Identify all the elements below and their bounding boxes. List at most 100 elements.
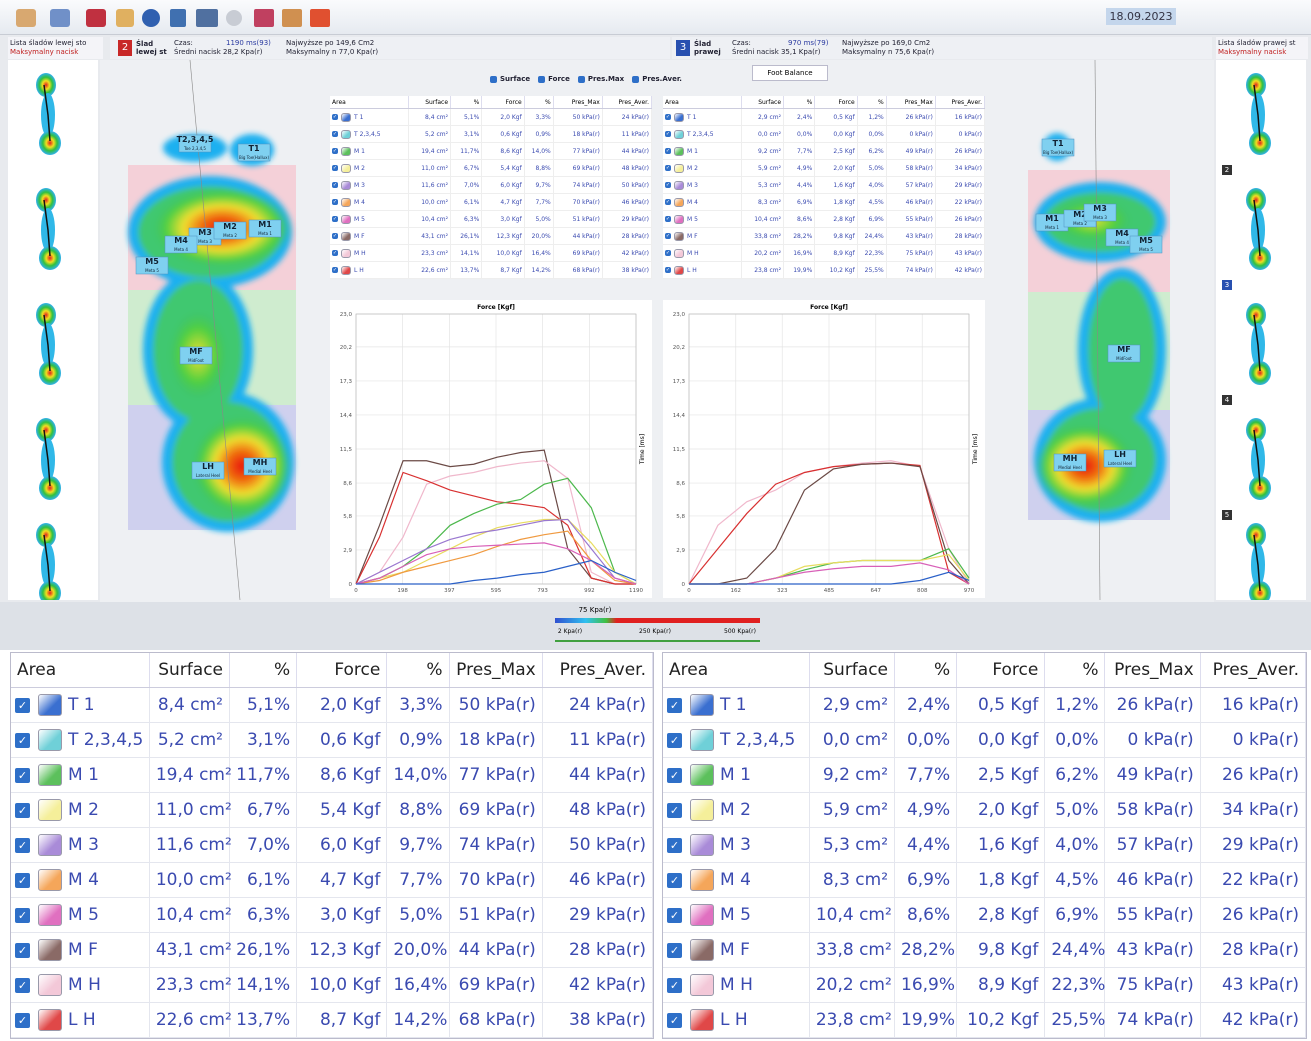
thumbnail-number[interactable]: 2	[1222, 165, 1232, 175]
tool-button[interactable]	[86, 9, 106, 27]
thumbnail-number[interactable]: 3	[1222, 280, 1232, 290]
checkbox[interactable]: ✓	[667, 698, 682, 713]
checkbox[interactable]: ✓	[665, 165, 671, 171]
time-value: 1190 ms(93)	[226, 39, 271, 47]
tool-button[interactable]	[142, 9, 160, 27]
table-cell: 34 kPa(r)	[1200, 793, 1305, 828]
table-cell: 50 kPa(r)	[542, 828, 652, 863]
checkbox[interactable]: ✓	[332, 114, 338, 120]
table-cell: 8,4 cm²	[408, 109, 450, 126]
thumbnail-number[interactable]: 4	[1222, 395, 1232, 405]
checkbox[interactable]: ✓	[665, 233, 671, 239]
table-cell: 29 kPa(r)	[542, 898, 652, 933]
tool-button[interactable]	[116, 9, 134, 27]
tool-button[interactable]	[310, 9, 330, 27]
table-cell: 9,2 cm²	[809, 758, 894, 793]
checkbox[interactable]: ✓	[667, 838, 682, 853]
thumbnail-number[interactable]: 5	[1222, 510, 1232, 520]
tool-button[interactable]	[50, 9, 70, 27]
checkbox[interactable]: ✓	[665, 267, 671, 273]
checkbox[interactable]	[632, 76, 639, 83]
scale-mid: 250 Kpa(r)	[639, 628, 671, 635]
checkbox[interactable]: ✓	[667, 1013, 682, 1028]
checkbox[interactable]: ✓	[665, 182, 671, 188]
checkbox[interactable]	[538, 76, 545, 83]
checkbox[interactable]	[490, 76, 497, 83]
checkbox[interactable]: ✓	[665, 148, 671, 154]
option-checkbox[interactable]: Force	[538, 75, 570, 83]
tool-button[interactable]	[226, 10, 242, 26]
checkbox[interactable]: ✓	[332, 148, 338, 154]
checkbox[interactable]: ✓	[15, 698, 30, 713]
table-cell: 25,5%	[857, 262, 886, 279]
table-cell: 6,7%	[230, 793, 297, 828]
area-swatch	[674, 232, 684, 241]
option-checkbox[interactable]: Pres.Max	[578, 75, 624, 83]
checkbox[interactable]: ✓	[15, 733, 30, 748]
area-cell: ✓M 1	[663, 758, 809, 793]
checkbox[interactable]: ✓	[15, 978, 30, 993]
checkbox[interactable]: ✓	[332, 216, 338, 222]
y-tick-label: 17,3	[340, 379, 353, 385]
checkbox[interactable]: ✓	[665, 216, 671, 222]
checkbox[interactable]: ✓	[667, 908, 682, 923]
table: AreaSurface%Force%Pres_MaxPres_Aver.✓T 1…	[11, 653, 653, 1038]
checkbox[interactable]: ✓	[15, 873, 30, 888]
table-cell: 16 kPa(r)	[1200, 688, 1305, 723]
checkbox[interactable]: ✓	[15, 943, 30, 958]
list-mode[interactable]: Maksymalny nacisk	[1218, 48, 1286, 56]
checkbox[interactable]: ✓	[15, 1013, 30, 1028]
tool-button[interactable]	[16, 9, 36, 27]
table-cell: 29 kPa(r)	[1200, 828, 1305, 863]
list-mode[interactable]: Maksymalny nacisk	[10, 48, 78, 56]
tool-button[interactable]	[254, 9, 274, 27]
table-cell: 28 kPa(r)	[542, 933, 652, 968]
checkbox[interactable]: ✓	[665, 114, 671, 120]
checkbox[interactable]: ✓	[15, 908, 30, 923]
tool-button[interactable]	[170, 9, 186, 27]
table-cell: 24,4%	[857, 228, 886, 245]
table-row: ✓M 35,3 cm²4,4%1,6 Kgf4,0%57 kPa(r)29 kP…	[663, 177, 985, 194]
area-cell: ✓M 2	[330, 160, 408, 177]
checkbox[interactable]: ✓	[665, 199, 671, 205]
checkbox[interactable]: ✓	[667, 733, 682, 748]
scale-bar[interactable]	[555, 618, 760, 623]
scale-current: 75 Kpa(r)	[579, 606, 612, 614]
option-checkbox[interactable]: Pres.Aver.	[632, 75, 682, 83]
checkbox[interactable]: ✓	[15, 803, 30, 818]
checkbox[interactable]: ✓	[667, 768, 682, 783]
table-cell: 4,4%	[784, 177, 815, 194]
checkbox[interactable]: ✓	[667, 978, 682, 993]
table-cell: 5,2 cm²	[149, 723, 229, 758]
table-cell: 68 kPa(r)	[449, 1003, 542, 1038]
region-sublabel: Medial Heel	[1058, 465, 1081, 470]
checkbox[interactable]: ✓	[332, 199, 338, 205]
checkbox[interactable]: ✓	[332, 131, 338, 137]
table-cell: 0,5 Kgf	[815, 109, 857, 126]
foot-balance-button[interactable]: Foot Balance	[752, 65, 828, 81]
checkbox[interactable]: ✓	[332, 250, 338, 256]
region-label: MH	[253, 458, 268, 467]
area-cell: ✓M 3	[11, 828, 149, 863]
max-area: Najwyższe po 149,6 Cm2	[286, 39, 374, 47]
checkbox[interactable]: ✓	[665, 250, 671, 256]
y-tick-label: 2,9	[343, 548, 352, 554]
tool-button[interactable]	[196, 9, 218, 27]
checkbox[interactable]: ✓	[667, 803, 682, 818]
tool-button[interactable]	[282, 9, 302, 27]
checkbox[interactable]: ✓	[15, 768, 30, 783]
table-cell: 0,0 cm²	[741, 126, 783, 143]
table-cell: 57 kPa(r)	[1105, 828, 1200, 863]
checkbox[interactable]: ✓	[665, 131, 671, 137]
checkbox[interactable]: ✓	[667, 873, 682, 888]
checkbox[interactable]: ✓	[332, 233, 338, 239]
checkbox[interactable]: ✓	[667, 943, 682, 958]
table: AreaSurface%Force%Pres_MaxPres_Aver.✓T 1…	[663, 96, 985, 279]
checkbox[interactable]: ✓	[332, 165, 338, 171]
option-checkbox[interactable]: Surface	[490, 75, 530, 83]
checkbox[interactable]: ✓	[332, 182, 338, 188]
region-label: M3	[1093, 204, 1107, 213]
checkbox[interactable]: ✓	[332, 267, 338, 273]
checkbox[interactable]: ✓	[15, 838, 30, 853]
checkbox[interactable]	[578, 76, 585, 83]
